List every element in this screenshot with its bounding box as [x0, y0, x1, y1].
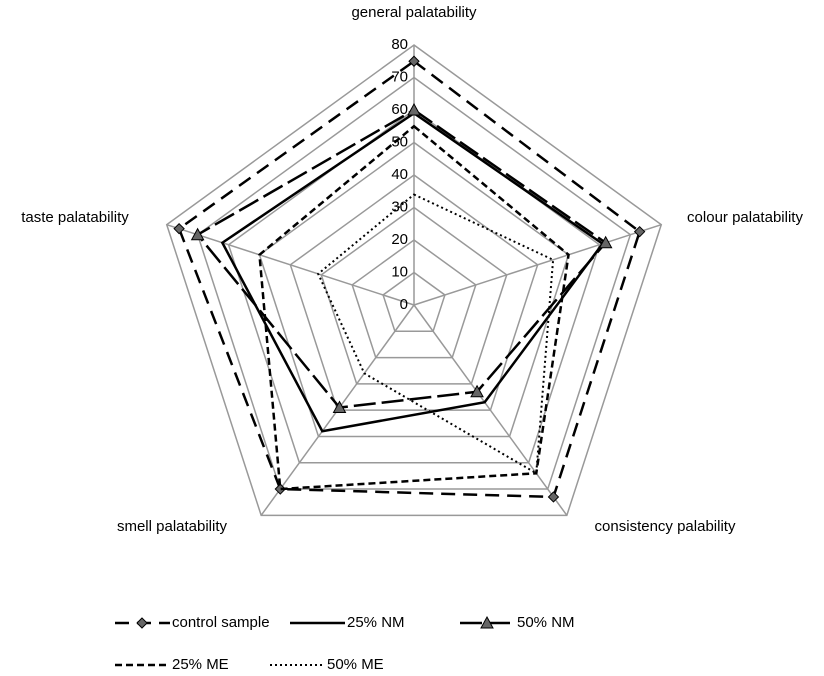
- marker: [136, 617, 148, 629]
- series-line: [195, 108, 608, 409]
- grid-ring: [320, 206, 508, 385]
- marker: [408, 55, 420, 67]
- category-label: taste palatability: [21, 209, 129, 226]
- category-label: smell palatability: [117, 518, 228, 535]
- category-label: consistency palability: [595, 518, 736, 535]
- marker: [274, 483, 286, 495]
- marker: [173, 222, 185, 235]
- tick-label: 20: [391, 231, 408, 248]
- tick-label: 70: [391, 68, 408, 85]
- grid-ring: [165, 44, 663, 517]
- grid-ring: [196, 76, 632, 490]
- marker: [190, 227, 205, 241]
- series-line: [258, 124, 570, 491]
- marker: [470, 384, 484, 398]
- grid-ring: [227, 109, 601, 464]
- spoke: [413, 223, 662, 306]
- grid-ring: [258, 141, 570, 438]
- legend-label: 50% NM: [517, 614, 575, 631]
- tick-label: 80: [391, 36, 408, 53]
- marker: [332, 400, 347, 414]
- tick-label: 50: [391, 133, 408, 150]
- category-label: colour palatability: [687, 209, 803, 226]
- tick-label: 10: [391, 263, 408, 280]
- marker: [407, 102, 421, 116]
- legend-label: control sample: [172, 614, 270, 631]
- marker: [598, 235, 613, 249]
- series-line: [177, 59, 642, 499]
- grid-ring: [351, 239, 477, 359]
- spoke: [413, 304, 568, 516]
- marker: [480, 615, 494, 629]
- spoke: [166, 223, 415, 306]
- legend-label: 25% ME: [172, 656, 229, 673]
- tick-label: 40: [391, 166, 408, 183]
- category-label: general palatability: [351, 4, 477, 21]
- tick-label: 0: [400, 296, 408, 313]
- marker: [547, 491, 560, 503]
- tick-label: 60: [391, 101, 408, 118]
- marker: [633, 225, 646, 238]
- grid-ring: [382, 271, 446, 333]
- grid-ring: [289, 174, 539, 411]
- legend-label: 50% ME: [327, 656, 384, 673]
- legend-label: 25% NM: [347, 614, 405, 631]
- series-line: [220, 111, 605, 433]
